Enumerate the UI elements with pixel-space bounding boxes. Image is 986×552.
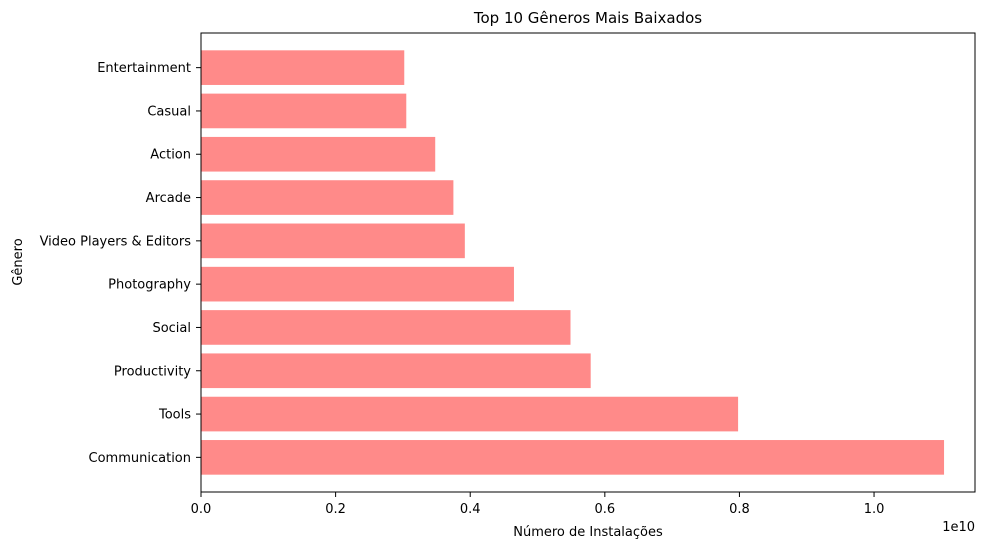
y-tick-label: Social <box>152 321 191 336</box>
x-tick-label: 1.0 <box>864 502 885 517</box>
bars-layer <box>201 50 945 475</box>
x-tick-label: 0.0 <box>191 502 212 517</box>
y-tick-label: Arcade <box>146 191 191 206</box>
x-axis-label: Número de Instalações <box>513 525 663 540</box>
bar-tools <box>201 396 739 432</box>
plot-frame <box>200 32 976 493</box>
bar-communication <box>201 440 945 475</box>
x-tick-label: 0.6 <box>594 502 615 517</box>
x-tick-label: 0.4 <box>460 502 481 517</box>
y-tick-label: Action <box>150 148 191 163</box>
x-axis-ticks: 0.0 0.2 0.4 0.6 0.8 1.0 <box>191 492 885 517</box>
bar-action <box>201 136 436 172</box>
y-tick-label: Casual <box>147 104 191 119</box>
y-tick-label: Communication <box>89 451 191 466</box>
bar-entertainment <box>201 50 405 85</box>
y-axis-ticks: Communication Tools Productivity Social Phot… <box>40 61 201 466</box>
y-tick-label: Photography <box>108 278 191 293</box>
bar-social <box>201 310 571 345</box>
y-tick-label: Tools <box>158 408 191 423</box>
y-axis-label: Gênero <box>11 238 26 285</box>
bar-arcade <box>201 180 454 215</box>
x-tick-label: 0.8 <box>729 502 750 517</box>
y-tick-label: Productivity <box>114 364 191 379</box>
bar-photography <box>201 266 514 302</box>
bar-casual <box>201 93 407 129</box>
bar-video-players-editors <box>201 223 465 259</box>
x-axis-scale-label: 1e10 <box>942 520 975 535</box>
y-tick-label: Video Players & Editors <box>40 234 192 249</box>
y-tick-label: Entertainment <box>97 61 191 76</box>
x-tick-label: 0.2 <box>325 502 346 517</box>
chart-title: Top 10 Gêneros Mais Baixados <box>473 9 702 27</box>
bar-productivity <box>201 353 591 389</box>
